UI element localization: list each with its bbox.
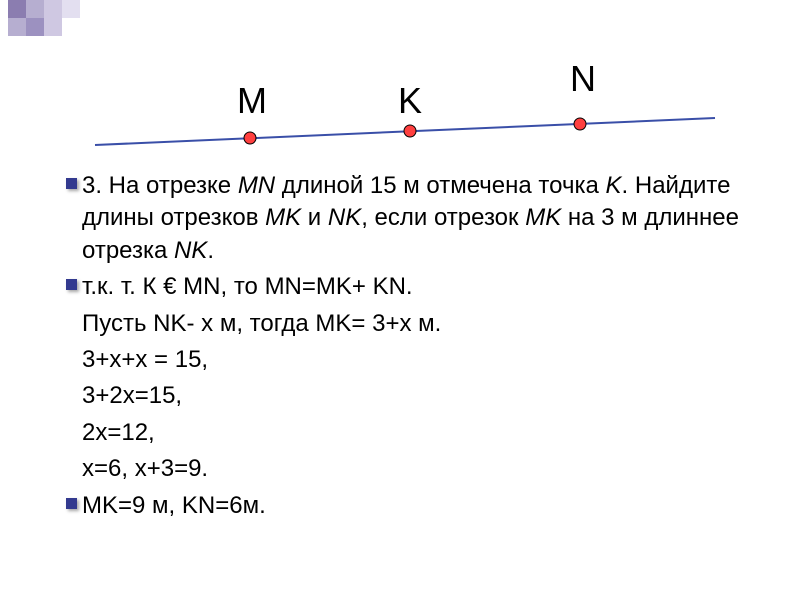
t: MK — [265, 204, 301, 231]
t: , если отрезок — [361, 204, 525, 231]
body-text: 3. На отрезке MN длиной 15 м отмечена то… — [40, 170, 760, 522]
text-line: 2х=12, — [82, 417, 740, 449]
t: длиной 15 м отмечена точка — [275, 172, 605, 199]
t: NK — [328, 204, 361, 231]
text-line: т.к. т. К € MN, то MN=MK+ KN. — [82, 271, 740, 303]
content-area: M K N 3. На отрезке MN длиной 15 м отмеч… — [40, 50, 760, 526]
label-m: M — [237, 80, 267, 122]
corner-svg — [8, 0, 158, 40]
t: . — [207, 237, 214, 264]
t: и — [301, 204, 328, 231]
point-k-dot — [404, 125, 416, 137]
bullet-icon — [60, 178, 82, 189]
bullet-icon — [60, 279, 82, 290]
t: MK — [525, 204, 561, 231]
point-n-dot — [574, 118, 586, 130]
t: MN — [238, 172, 275, 199]
text-line: х=6, х+3=9. — [82, 453, 740, 485]
line-diagram: M K N — [75, 50, 725, 160]
solution-line-3: 3+х+х = 15, — [60, 344, 740, 376]
text-line: MK=9 м, KN=6м. — [82, 490, 740, 522]
text-line: 3+2х=15, — [82, 380, 740, 412]
t: K — [606, 172, 622, 199]
label-k: K — [398, 80, 422, 122]
bullet-icon — [60, 498, 82, 509]
label-n: N — [570, 58, 596, 100]
solution-line-2: Пусть NK- х м, тогда MK= 3+х м. — [60, 308, 740, 340]
problem-text: 3. На отрезке MN длиной 15 м отмечена то… — [82, 170, 740, 267]
corner-decoration — [8, 0, 158, 40]
t: 3. На отрезке — [82, 172, 238, 199]
text-line: Пусть NK- х м, тогда MK= 3+х м. — [82, 308, 740, 340]
problem-statement: 3. На отрезке MN длиной 15 м отмечена то… — [60, 170, 740, 267]
solution-line-5: 2х=12, — [60, 417, 740, 449]
text-line: 3+х+х = 15, — [82, 344, 740, 376]
solution-line-6: х=6, х+3=9. — [60, 453, 740, 485]
answer-line: MK=9 м, KN=6м. — [60, 490, 740, 522]
solution-line-1: т.к. т. К € MN, то MN=MK+ KN. — [60, 271, 740, 303]
t: NK — [174, 237, 207, 264]
solution-line-4: 3+2х=15, — [60, 380, 740, 412]
slide: M K N 3. На отрезке MN длиной 15 м отмеч… — [0, 0, 800, 600]
point-m-dot — [244, 132, 256, 144]
